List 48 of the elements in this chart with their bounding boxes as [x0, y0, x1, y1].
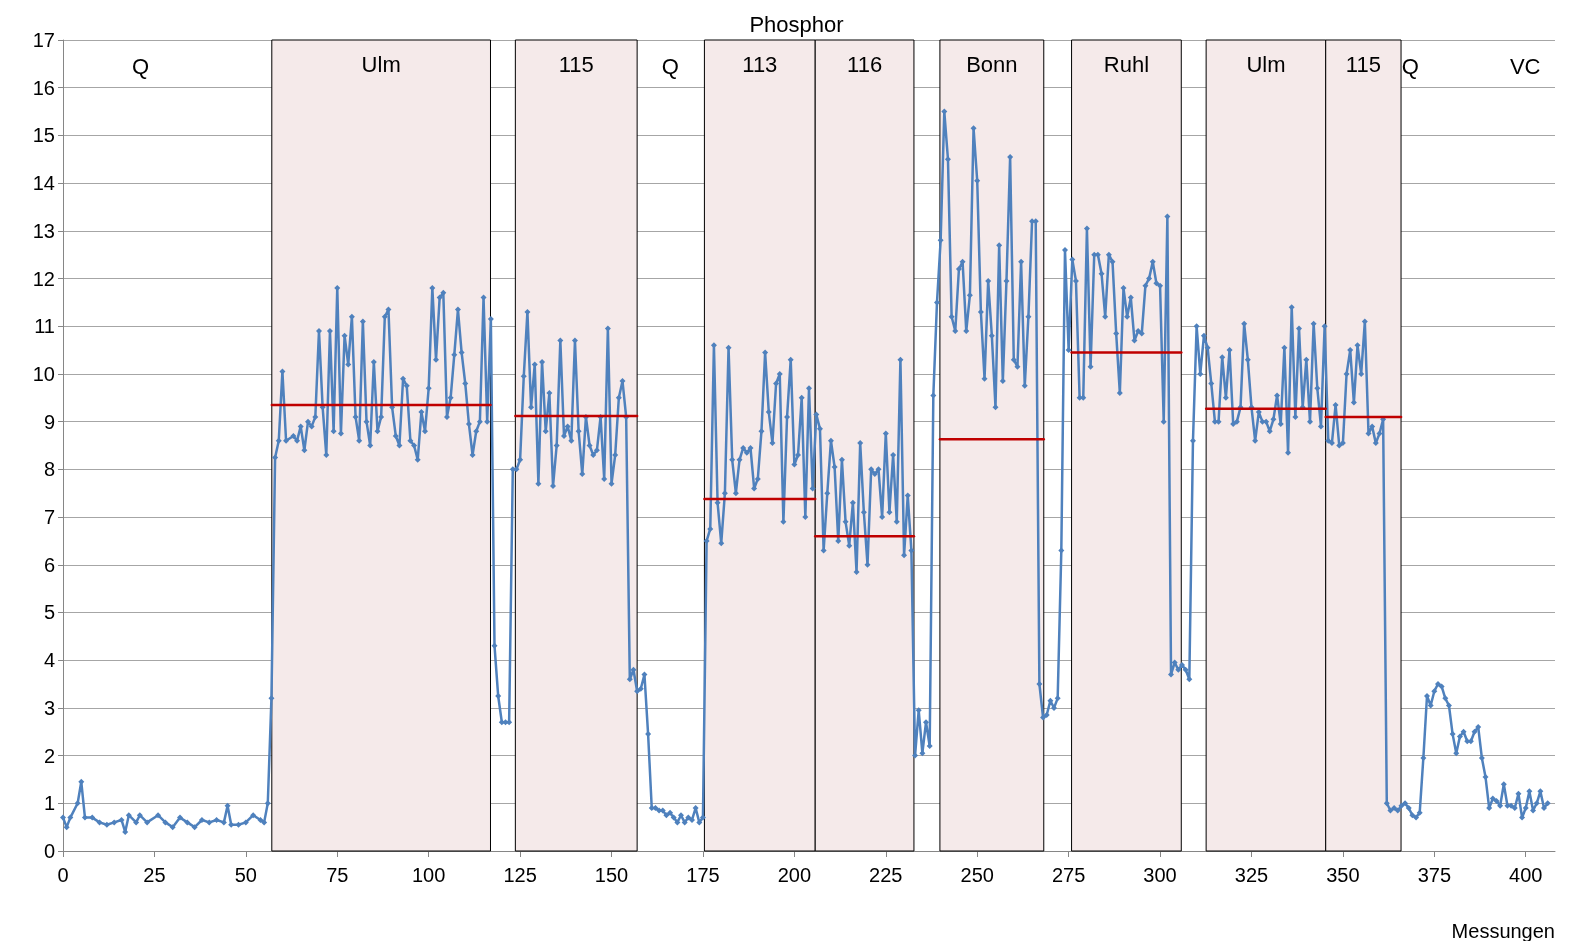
y-tick-label: 12: [32, 267, 55, 290]
y-tick-label: 9: [43, 410, 55, 433]
y-tick-label: 15: [32, 124, 55, 147]
x-tick-label: 100: [412, 864, 446, 886]
x-tick-label: 250: [960, 864, 994, 886]
band-label: Ulm: [361, 52, 401, 77]
band-label: 115: [1345, 52, 1381, 77]
y-tick-label: 3: [43, 696, 55, 719]
y-tick-label: 10: [32, 362, 55, 385]
band-label: Ruhl: [1103, 52, 1150, 77]
y-tick-label: 11: [34, 315, 55, 338]
y-tick-label: 5: [43, 601, 55, 624]
band-label: Bonn: [966, 52, 1018, 77]
y-tick-label: 0: [43, 840, 55, 862]
x-tick-label: 175: [686, 864, 720, 886]
band-label: 116: [847, 52, 883, 77]
y-tick-label: 14: [32, 172, 55, 195]
y-tick-label: 1: [43, 792, 55, 815]
x-tick-label: 75: [326, 864, 349, 886]
x-tick-label: 375: [1417, 864, 1452, 886]
x-tick-label: 50: [234, 864, 257, 886]
band-label: 115: [558, 52, 594, 77]
annotation: Q: [132, 53, 150, 79]
band-label: 113: [742, 52, 778, 77]
y-tick-label: 8: [43, 458, 55, 481]
x-tick-label: 150: [594, 864, 629, 886]
y-tick-label: 16: [32, 76, 55, 99]
y-tick-label: 6: [43, 553, 55, 576]
x-tick-label: 325: [1234, 864, 1269, 886]
x-tick-label: 200: [777, 864, 812, 886]
annotation: VC: [1509, 53, 1541, 79]
x-tick-label: 300: [1143, 864, 1177, 886]
x-tick-label: 0: [57, 864, 69, 886]
annotation: Q: [1401, 53, 1419, 79]
y-tick-label: 2: [43, 744, 55, 767]
chart-title: Phosphor: [749, 11, 844, 37]
x-tick-label: 25: [143, 864, 166, 886]
x-tick-label: 400: [1509, 864, 1543, 886]
y-tick-label: 17: [32, 29, 55, 51]
y-tick-label: 4: [43, 649, 55, 672]
y-tick-label: 13: [32, 219, 55, 242]
x-tick-label: 350: [1326, 864, 1360, 886]
x-tick-label: 275: [1051, 864, 1086, 886]
x-tick-label: 225: [869, 864, 903, 886]
x-tick-label: 125: [503, 864, 537, 886]
annotation: Q: [661, 53, 679, 79]
y-tick-label: 7: [43, 506, 55, 529]
band-label: Ulm: [1246, 52, 1286, 77]
